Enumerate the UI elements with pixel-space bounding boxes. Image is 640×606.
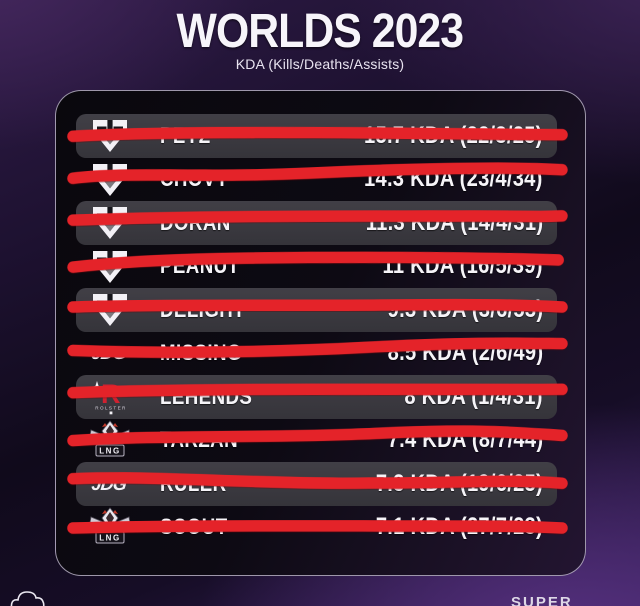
player-name: RULER <box>160 470 227 496</box>
player-name: MISSING <box>160 340 242 366</box>
page-title: WORLDS 2023 <box>176 2 464 59</box>
svg-text:ROLSTER: ROLSTER <box>95 405 127 410</box>
kda-value: 8 KDA (1/4/31) <box>404 382 543 410</box>
leaderboard-row: LNG TARZAN 7.4 KDA (8/7/44) <box>67 419 568 463</box>
kda-value: 7.1 KDA (27/7/23) <box>375 513 543 541</box>
leaderboard-panel: PEYZ 15.7 KDA (22/3/25) CHOVY 14.3 KDA (… <box>55 90 586 576</box>
player-name: PEANUT <box>160 253 240 279</box>
player-name: CHOVY <box>160 166 229 192</box>
kda-value: 7.3 KDA (19/6/25) <box>375 469 543 497</box>
player-name: SCOUT <box>160 514 228 540</box>
jdg-logo-icon: JDG <box>86 340 134 366</box>
kda-value: 15.7 KDA (22/3/25) <box>364 121 543 149</box>
lng-logo-icon: LNG <box>86 507 134 547</box>
geng-logo-icon <box>86 162 134 197</box>
kda-value: 11 KDA (16/5/39) <box>382 252 543 280</box>
leaderboard-row: R ROLSTER LEHENDS 8 KDA (1/4/31) <box>67 375 568 419</box>
player-name: DORAN <box>160 209 231 235</box>
svg-text:LNG: LNG <box>99 447 120 456</box>
kda-value: 8.5 KDA (2/6/49) <box>387 339 543 367</box>
kda-value: 14.3 KDA (23/4/34) <box>364 165 543 193</box>
kda-value: 11.3 KDA (14/4/31) <box>365 208 543 236</box>
page-subtitle: KDA (Kills/Deaths/Assists) <box>235 56 405 72</box>
kda-value: 7.4 KDA (8/7/44) <box>387 426 543 454</box>
header: WORLDS 2023 KDA (Kills/Deaths/Assists) <box>0 2 640 72</box>
leaderboard-row: PEYZ 15.7 KDA (22/3/25) <box>67 114 568 158</box>
kda-value: 9.3 KDA (3/6/53) <box>387 295 543 323</box>
player-name: TARZAN <box>160 427 239 453</box>
leaderboard-row: LNG SCOUT 7.1 KDA (27/7/23) <box>67 506 568 550</box>
player-name: PEYZ <box>160 122 211 148</box>
leaderboard-row: DORAN 11.3 KDA (14/4/31) <box>67 201 568 245</box>
jdg-logo-icon: JDG <box>86 471 134 497</box>
player-name: DELIGHT <box>160 296 246 322</box>
geng-logo-icon <box>86 118 134 153</box>
lng-logo-icon: LNG <box>86 420 134 460</box>
leaderboard-rows: PEYZ 15.7 KDA (22/3/25) CHOVY 14.3 KDA (… <box>67 114 568 550</box>
svg-text:R: R <box>101 379 121 409</box>
leaderboard-row: PEANUT 11 KDA (16/5/39) <box>67 245 564 289</box>
geng-logo-icon <box>86 292 134 327</box>
svg-text:JDG: JDG <box>91 343 128 363</box>
player-name: LEHENDS <box>160 383 253 409</box>
leaderboard-row: CHOVY 14.3 KDA (23/4/34) <box>67 158 568 202</box>
cloud-icon <box>10 588 46 606</box>
geng-logo-icon <box>86 249 134 284</box>
svg-text:JDG: JDG <box>91 474 128 494</box>
leaderboard-row: JDG MISSING 8.5 KDA (2/6/49) <box>67 332 568 376</box>
kt-logo-icon: R ROLSTER <box>86 378 134 416</box>
leaderboard-row: DELIGHT 9.3 KDA (3/6/53) <box>67 288 568 332</box>
leaderboard-row: JDG RULER 7.3 KDA (19/6/25) <box>67 462 568 506</box>
geng-logo-icon <box>86 205 134 240</box>
watermark-partial: SUPER <box>511 594 573 606</box>
svg-text:LNG: LNG <box>99 534 120 543</box>
